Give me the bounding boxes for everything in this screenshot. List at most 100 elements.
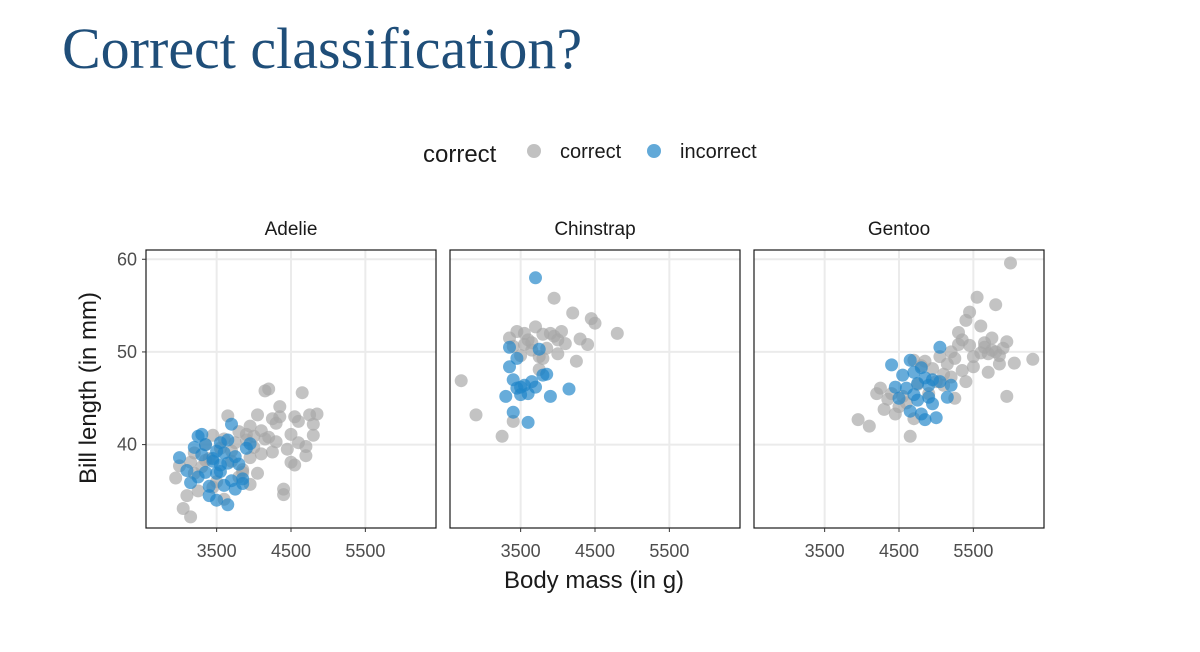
point-correct (610, 326, 624, 340)
point-correct (288, 410, 302, 424)
point-incorrect (529, 380, 542, 394)
point-incorrect (503, 340, 516, 354)
point-incorrect (896, 368, 910, 382)
strip-label-chinstrap: Chinstrap (554, 219, 635, 240)
x-tick-label: 3500 (501, 541, 541, 561)
point-incorrect (510, 351, 524, 365)
point-correct (970, 290, 984, 304)
point-correct (176, 502, 190, 515)
point-incorrect (521, 415, 535, 429)
point-correct (169, 471, 183, 485)
point-correct (926, 362, 939, 376)
slide-title: Correct classification? (62, 16, 583, 81)
point-incorrect (221, 433, 235, 447)
x-tick-label: 5500 (953, 541, 993, 561)
point-correct (877, 402, 891, 416)
point-incorrect (933, 340, 947, 354)
point-incorrect (940, 390, 954, 404)
point-correct (903, 429, 917, 443)
y-tick-label: 50 (117, 342, 137, 362)
x-axis-title: Body mass (in g) (504, 567, 684, 594)
legend-label-correct: correct (560, 141, 622, 163)
y-axis-title: Bill length (in mm) (75, 292, 102, 484)
point-correct (963, 305, 977, 319)
legend-items: correct incorrect (527, 141, 757, 163)
point-correct (1000, 389, 1014, 403)
point-correct (265, 445, 279, 459)
strip-label-adelie: Adelie (265, 219, 318, 240)
point-correct (310, 407, 324, 421)
point-correct (862, 419, 876, 433)
x-tick-label: 4500 (879, 541, 919, 561)
point-incorrect (499, 389, 513, 403)
point-correct (981, 365, 995, 379)
point-incorrect (918, 413, 932, 427)
panel-adelie: Adelie 3500 4500 5500 40 50 60 (117, 219, 437, 561)
point-incorrect (202, 479, 216, 493)
point-correct (851, 413, 865, 427)
point-correct (295, 386, 309, 400)
point-incorrect (903, 353, 917, 367)
point-correct (955, 364, 969, 377)
legend-title: correct (423, 141, 497, 168)
x-tick-label: 4500 (575, 541, 615, 561)
point-correct (978, 340, 991, 354)
point-incorrect (888, 380, 902, 394)
point-incorrect (540, 367, 554, 381)
point-correct (1007, 356, 1021, 370)
point-correct (566, 306, 580, 320)
point-incorrect (191, 429, 205, 443)
point-correct (291, 436, 305, 450)
point-correct (469, 408, 483, 422)
point-correct (959, 375, 973, 389)
point-incorrect (543, 389, 557, 403)
legend-key-incorrect (647, 144, 661, 158)
point-incorrect (926, 397, 939, 411)
x-tick-label: 5500 (649, 541, 689, 561)
point-correct (306, 428, 320, 442)
point-incorrect (199, 438, 212, 452)
point-correct (517, 326, 531, 340)
point-correct (299, 449, 313, 463)
point-correct (273, 400, 287, 414)
point-correct (284, 427, 298, 441)
point-correct (277, 488, 291, 502)
point-correct (258, 432, 272, 446)
point-incorrect (503, 360, 516, 374)
point-incorrect (944, 378, 958, 392)
point-incorrect (885, 358, 899, 372)
point-incorrect (903, 404, 917, 418)
point-incorrect (221, 498, 235, 512)
point-incorrect (210, 444, 224, 458)
point-incorrect (506, 405, 520, 419)
x-tick-label: 5500 (345, 541, 385, 561)
legend-key-correct (527, 144, 541, 158)
point-incorrect (225, 417, 238, 431)
point-incorrect (213, 465, 227, 478)
point-correct (180, 489, 194, 503)
point-incorrect (173, 451, 186, 465)
point-incorrect (210, 493, 224, 507)
point-correct (495, 429, 509, 443)
point-correct (551, 333, 565, 347)
point-incorrect (180, 464, 194, 477)
point-incorrect (562, 382, 576, 396)
point-incorrect (914, 361, 928, 375)
point-correct (989, 345, 1003, 359)
point-correct (952, 338, 965, 351)
x-tick-label: 3500 (805, 541, 845, 561)
y-tick-label: 60 (117, 249, 137, 269)
point-correct (948, 351, 962, 365)
point-correct (1004, 256, 1017, 270)
point-correct (273, 410, 287, 424)
panel-chinstrap: Chinstrap 3500 4500 5500 (449, 219, 741, 561)
point-incorrect (514, 380, 528, 394)
point-incorrect (243, 437, 257, 451)
point-correct (569, 354, 583, 368)
point-correct (588, 316, 602, 330)
point-correct (966, 360, 980, 374)
point-correct (454, 374, 468, 388)
legend: correct correct incorrect (423, 141, 757, 168)
y-tick-label: 40 (117, 435, 137, 455)
point-correct (269, 435, 283, 449)
